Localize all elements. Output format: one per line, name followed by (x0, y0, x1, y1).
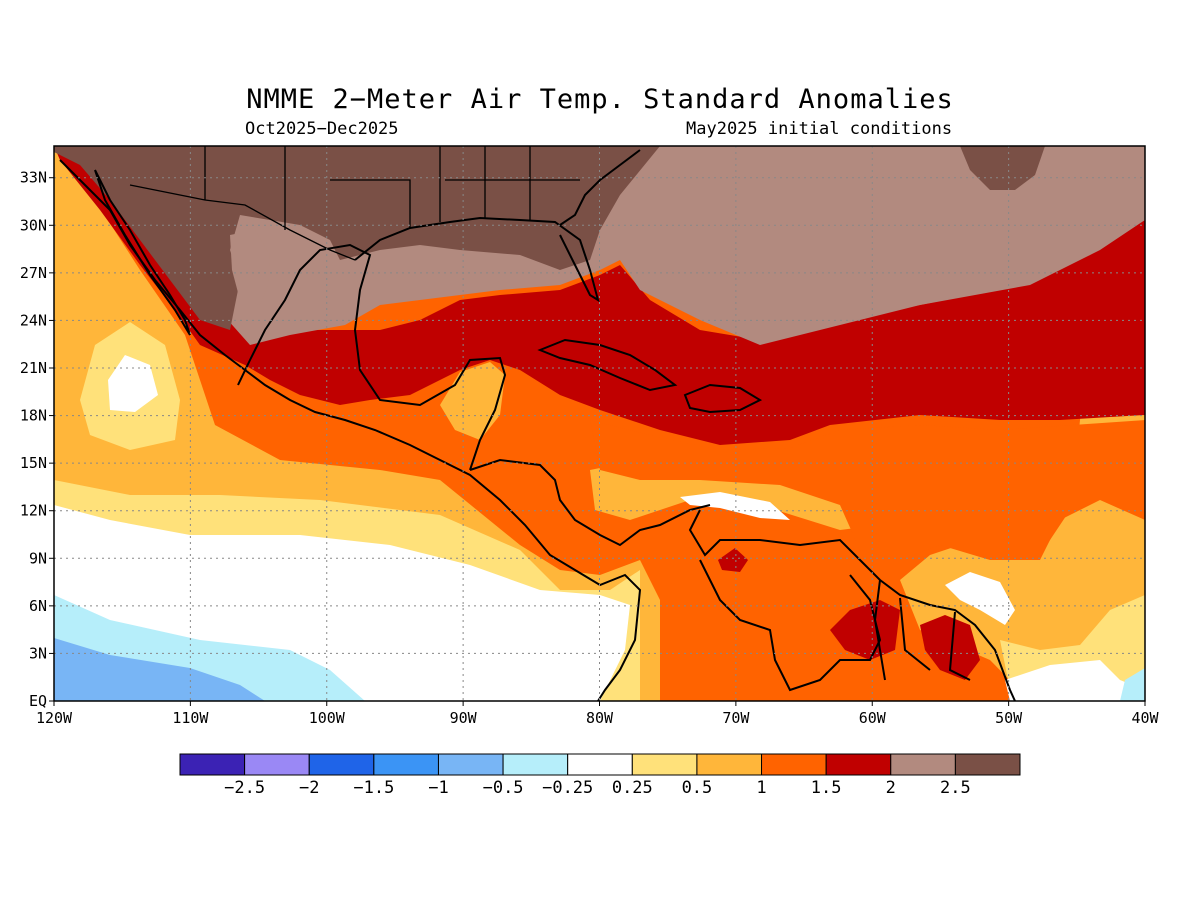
color-bar-label: 2 (886, 778, 896, 798)
color-bar-swatch (825, 753, 892, 776)
lat-tick-label: 15N (20, 454, 47, 472)
lat-tick-label: 27N (20, 264, 47, 282)
coastline-gulf (237, 243, 507, 471)
coastline-cuba (537, 338, 678, 392)
anomaly-white-atlantic (945, 572, 1015, 625)
color-bar-label: 0.5 (682, 778, 713, 798)
anomaly-lightbrown-mexico (230, 230, 270, 305)
color-bar-label: 0.25 (612, 778, 653, 798)
color-bar-swatch (437, 753, 504, 776)
anomaly-white-caribbean (680, 492, 790, 520)
color-bar: −2.5 −2 −1.5 −1 −0.5 −0.25 0.25 0.5 1 1.5 2 2.5 (179, 753, 1021, 798)
border-venezuela (699, 559, 882, 692)
color-bar-swatch (244, 753, 310, 776)
color-bar-swatch (502, 753, 569, 776)
lon-tick-label: 60W (859, 709, 887, 727)
lon-tick-label: 90W (450, 709, 478, 727)
anomaly-field (54, 146, 1145, 701)
anomaly-red (54, 146, 1145, 445)
color-bar-swatch (696, 753, 763, 776)
lon-tick-label: 70W (722, 709, 750, 727)
color-bar-label: −1 (428, 778, 448, 798)
lat-tick-label: 9N (29, 549, 47, 567)
lat-lon-grid (54, 146, 1145, 701)
lon-tick-label: 40W (1131, 709, 1159, 727)
lon-tick-label: 120W (36, 709, 73, 727)
color-bar-swatch (631, 753, 698, 776)
lat-tick-label: 6N (29, 597, 47, 615)
color-bar-swatch (308, 753, 375, 776)
color-bar-label: −1.5 (353, 778, 394, 798)
lat-tick-label: 18N (20, 407, 47, 425)
coastline-florida (559, 149, 641, 226)
lat-tick-label: 21N (20, 359, 47, 377)
color-bar-swatch (761, 753, 827, 776)
lat-tick-label: 24N (20, 311, 47, 329)
lat-tick-label: 3N (29, 644, 47, 662)
lon-tick-label: 80W (586, 709, 614, 727)
anomaly-white-eastpacific (108, 355, 158, 412)
anomaly-darkbrown-atlantic (960, 146, 1045, 190)
anomaly-darkred-guyana (830, 600, 900, 660)
border-us-mexico (129, 184, 356, 261)
coastline-south-america (688, 509, 1016, 701)
us-state-borders (129, 146, 580, 261)
border-guianas (873, 579, 971, 681)
color-bar-label: 1 (756, 778, 766, 798)
color-bar-swatch (890, 753, 956, 776)
color-bar-label: −2 (299, 778, 319, 798)
color-bar-swatch (373, 753, 439, 776)
lon-tick-label: 100W (309, 709, 346, 727)
color-bar-swatch (567, 753, 633, 776)
lat-tick-label: EQ (29, 692, 47, 710)
lat-tick-label: 30N (20, 216, 47, 234)
longitude-ticks: 120W 110W 100W 90W 80W 70W 60W 50W 40W (36, 701, 1160, 727)
color-bar-label: −0.25 (542, 778, 593, 798)
color-bar-label: −0.5 (483, 778, 524, 798)
lat-tick-label: 33N (20, 169, 47, 187)
initial-conditions: May2025 initial conditions (686, 119, 953, 139)
anomaly-orange-caribbean (590, 420, 1145, 560)
coastline-hispaniola (683, 383, 763, 414)
lon-tick-label: 50W (995, 709, 1023, 727)
color-bar-label: 2.5 (940, 778, 971, 798)
color-bar-label: −2.5 (224, 778, 265, 798)
anomaly-blue (54, 638, 265, 701)
map-title: NMME 2−Meter Air Temp. Standard Anomalie… (246, 84, 954, 115)
anomaly-darkred-venezuela (718, 548, 748, 572)
state-lines (204, 146, 580, 230)
forecast-period: Oct2025−Dec2025 (245, 119, 399, 139)
anomaly-darkred-guiana (920, 615, 980, 680)
color-bar-swatch (179, 753, 246, 776)
coastlines (59, 149, 1016, 701)
color-bar-swatch (954, 753, 1021, 776)
anomaly-lightblue-atlantic (1120, 668, 1145, 701)
anomaly-white-atlantic-eq (1005, 660, 1145, 701)
latitude-ticks: 33N 30N 27N 24N 21N 18N 15N 12N 9N 6N 3N EQ (20, 169, 54, 710)
lon-tick-label: 110W (172, 709, 209, 727)
lat-tick-label: 12N (20, 502, 47, 520)
coastline-mexico-pacific (59, 159, 642, 701)
color-bar-label: 1.5 (811, 778, 842, 798)
coastline-central-america (469, 458, 711, 547)
